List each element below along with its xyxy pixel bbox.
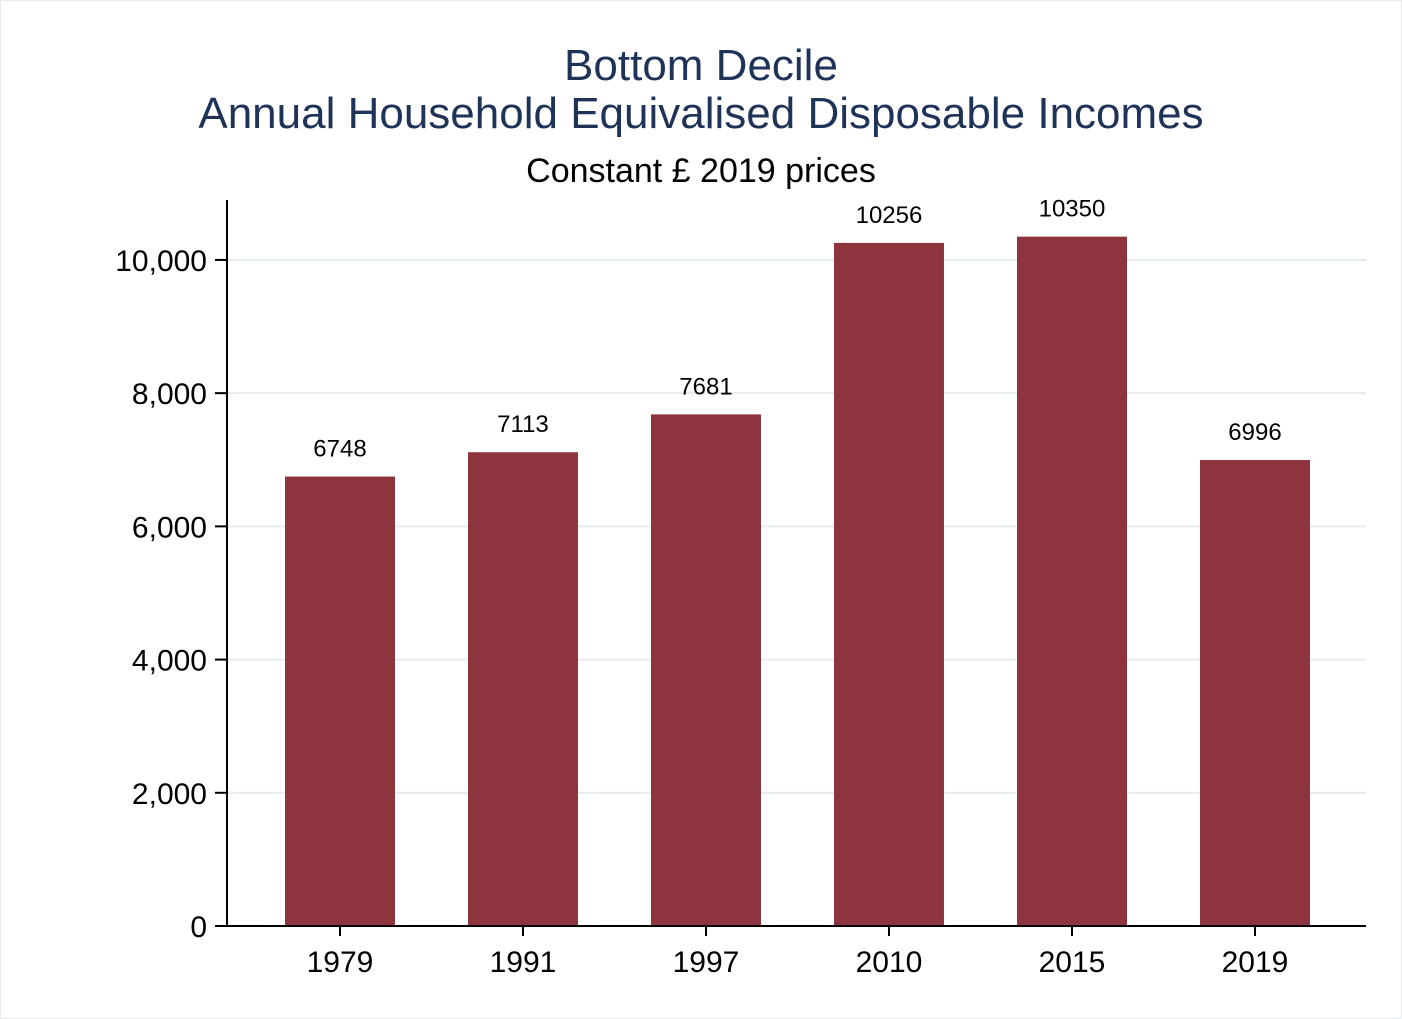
y-tick-label: 2,000 xyxy=(132,778,207,811)
data-label-2015: 10350 xyxy=(1039,196,1106,223)
bar-1979 xyxy=(284,476,395,926)
data-label-2010: 10256 xyxy=(856,202,923,229)
data-label-1979: 6748 xyxy=(313,436,366,463)
data-label-1991: 7113 xyxy=(497,411,549,438)
bar-1997 xyxy=(650,414,761,926)
y-tick-label: 4,000 xyxy=(132,645,207,678)
axes xyxy=(215,200,1366,936)
bar-2010 xyxy=(833,242,944,927)
x-tick-label-1979: 1979 xyxy=(307,946,374,979)
x-tick-label-1997: 1997 xyxy=(673,946,740,979)
data-label-1997: 7681 xyxy=(679,373,732,400)
x-tick-label-2010: 2010 xyxy=(856,946,923,979)
chart-subtitle: Constant £ 2019 prices xyxy=(526,152,876,190)
chart-title-line-2: Annual Household Equivalised Disposable … xyxy=(198,89,1204,138)
gridlines xyxy=(227,258,1366,794)
bar-2015 xyxy=(1016,236,1127,926)
y-tick-label: 8,000 xyxy=(132,378,207,411)
bar-2019 xyxy=(1199,460,1310,926)
y-tick-label: 6,000 xyxy=(132,511,207,544)
y-tick-label: 10,000 xyxy=(115,245,207,278)
y-tick-label: 0 xyxy=(190,911,207,944)
data-label-2019: 6996 xyxy=(1228,419,1281,446)
bars xyxy=(284,236,1310,927)
bar-1991 xyxy=(467,452,578,926)
labels: 0 2,000 4,000 6,000 8,000 10,000 6748 1979 7113 1… xyxy=(115,196,1288,979)
x-tick-label-1991: 1991 xyxy=(490,946,557,979)
x-tick-label-2019: 2019 xyxy=(1222,946,1289,979)
chart-title: Bottom Decile xyxy=(564,41,838,90)
x-tick-label-2015: 2015 xyxy=(1039,946,1106,979)
